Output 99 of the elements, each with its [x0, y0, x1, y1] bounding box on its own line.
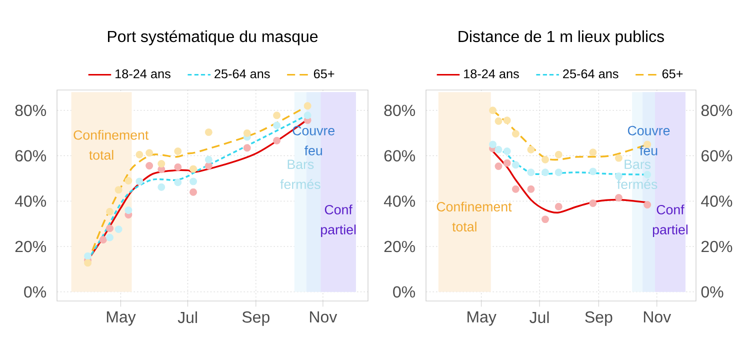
- y2-tick-label: 20%: [702, 240, 732, 252]
- point: [190, 165, 198, 173]
- point: [614, 194, 622, 202]
- point: [489, 106, 497, 114]
- y-tick-label: 20%: [15, 240, 46, 252]
- point: [204, 128, 212, 136]
- legend-label: 65+: [662, 69, 683, 78]
- band-label: Confinement total: [436, 202, 512, 232]
- point: [614, 172, 622, 180]
- point: [542, 168, 549, 176]
- point: [106, 224, 114, 232]
- band-label: Conf partiel: [652, 204, 688, 238]
- point: [512, 185, 520, 193]
- x-tick-label: Nov: [644, 311, 672, 323]
- point: [99, 236, 107, 244]
- y-tick-label: 40%: [14, 196, 46, 207]
- point: [146, 149, 154, 157]
- legend-label: 25-64 ans: [214, 69, 270, 78]
- point: [554, 202, 562, 210]
- legend-label: 65+: [314, 69, 334, 78]
- point: [494, 162, 502, 170]
- point: [503, 116, 511, 124]
- x-tick-label: Jul: [178, 311, 197, 324]
- point: [136, 150, 144, 158]
- point: [174, 148, 182, 155]
- point: [304, 102, 312, 110]
- point: [589, 148, 597, 156]
- point: [503, 159, 511, 167]
- y-tick-label: 0%: [393, 286, 416, 298]
- point: [494, 117, 502, 125]
- point: [190, 188, 198, 196]
- x-tick-label: Sep: [242, 311, 270, 326]
- y-tick-label: 60%: [15, 150, 46, 162]
- point: [204, 162, 212, 170]
- point: [84, 259, 92, 267]
- band-label: Couvre feu: [292, 126, 334, 156]
- chart-title: Port systématique du masque: [108, 30, 318, 46]
- y-tick-label: 60%: [384, 150, 416, 162]
- chart-title: Distance de 1 m lieux publics: [458, 30, 664, 46]
- point: [542, 216, 549, 224]
- point: [174, 178, 182, 186]
- point: [114, 186, 122, 194]
- band-label: Bars fermés: [617, 160, 658, 190]
- x-tick-label: Jul: [530, 311, 549, 324]
- point: [158, 160, 166, 168]
- point: [614, 154, 622, 162]
- point: [542, 156, 549, 164]
- x-tick-label: May: [468, 311, 496, 326]
- point: [136, 178, 144, 186]
- legend-label: 25-64 ans: [563, 69, 618, 78]
- point: [527, 168, 535, 176]
- point: [124, 206, 132, 214]
- y-tick-label: 80%: [15, 104, 46, 116]
- point: [106, 234, 114, 242]
- y-tick-label: 20%: [384, 240, 416, 252]
- point: [554, 168, 562, 176]
- point: [589, 199, 597, 207]
- y2-tick-label: 60%: [702, 150, 732, 162]
- point: [527, 146, 535, 154]
- band-label: Conf partiel: [321, 204, 356, 238]
- point: [243, 144, 251, 152]
- legend-label: 18-24 ans: [116, 69, 170, 78]
- point: [644, 201, 652, 209]
- legend-label: 18-24 ans: [464, 69, 519, 78]
- point: [146, 162, 154, 170]
- point: [644, 170, 652, 178]
- x-tick-label: May: [106, 311, 136, 326]
- y-tick-label: 40%: [384, 196, 416, 207]
- x-tick-label: Sep: [585, 311, 612, 326]
- point: [527, 185, 535, 193]
- band-label: Confinement total: [74, 130, 149, 160]
- point: [489, 140, 497, 148]
- y2-tick-label: 40%: [701, 196, 732, 207]
- y-tick-label: 80%: [384, 104, 416, 116]
- point: [273, 136, 281, 144]
- point: [190, 178, 198, 186]
- band-label: Couvre feu: [628, 126, 670, 156]
- point: [512, 161, 520, 169]
- point: [304, 112, 312, 120]
- point: [503, 148, 511, 155]
- point: [273, 112, 281, 120]
- y-tick-label: 0%: [24, 286, 46, 298]
- point: [273, 122, 281, 130]
- point: [174, 163, 182, 171]
- point: [554, 150, 562, 158]
- point: [243, 129, 251, 137]
- point: [158, 183, 166, 191]
- point: [124, 177, 132, 184]
- point: [204, 156, 212, 164]
- point: [589, 168, 597, 176]
- point: [106, 208, 114, 216]
- point: [494, 146, 502, 154]
- x-tick-label: Nov: [310, 311, 338, 323]
- y2-tick-label: 0%: [701, 286, 724, 298]
- y2-tick-label: 80%: [701, 104, 732, 116]
- band-label: Bars fermés: [280, 160, 320, 190]
- point: [512, 130, 520, 138]
- point: [84, 252, 92, 260]
- point: [114, 226, 122, 234]
